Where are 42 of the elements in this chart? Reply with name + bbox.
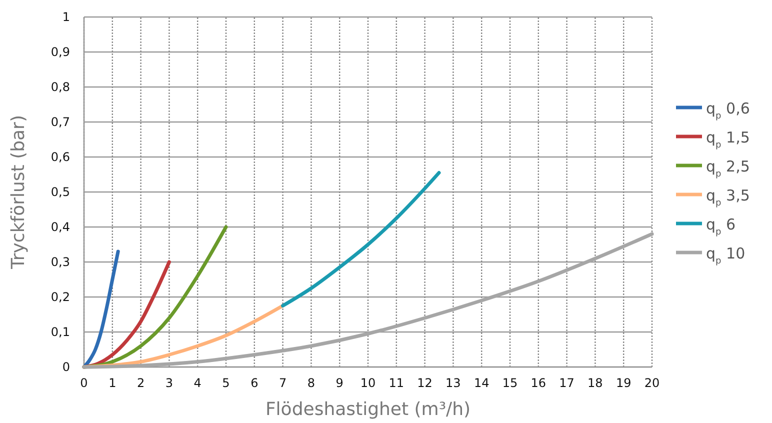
legend-label: q$_{p}$ 10 — [706, 244, 746, 266]
x-axis-title: Flödeshastighet (m³/h) — [265, 399, 471, 420]
legend-label: q$_{p}$ 1,5 — [706, 128, 750, 150]
line-series — [281, 171, 441, 308]
x-tick-label: 12 — [417, 376, 432, 390]
x-tick-label: 11 — [388, 376, 404, 390]
y-tick-label: 0,8 — [50, 80, 70, 94]
x-tick-label: 2 — [136, 376, 145, 390]
x-tick-label: 6 — [250, 376, 258, 390]
x-tick-label: 4 — [194, 376, 202, 390]
x-tick-label: 7 — [278, 376, 287, 390]
legend-label: q$_{p}$ 3,5 — [706, 186, 750, 208]
y-tick-label: 0,5 — [50, 185, 70, 199]
x-tick-label: 15 — [502, 376, 518, 390]
line-series — [82, 250, 120, 369]
x-tick-label: 9 — [336, 376, 344, 390]
legend-label: q$_{p}$ 0,6 — [706, 100, 750, 122]
x-tick-label: 3 — [165, 376, 174, 390]
x-tick-label: 14 — [474, 376, 490, 390]
y-tick-label: 1 — [62, 10, 70, 24]
x-tick-label: 19 — [616, 376, 632, 390]
x-tick-label: 5 — [222, 376, 230, 390]
y-tick-label: 0,9 — [50, 45, 70, 59]
x-tick-label: 20 — [644, 376, 660, 390]
x-tick-label: 10 — [360, 376, 376, 390]
x-tick-label: 1 — [108, 376, 116, 390]
y-tick-label: 0,3 — [50, 255, 70, 269]
y-tick-label: 0,7 — [50, 115, 70, 129]
legend-label: q$_{p}$ 6 — [706, 216, 736, 238]
y-tick-label: 0,2 — [50, 290, 70, 304]
x-tick-label: 16 — [530, 376, 546, 390]
x-tick-label: 18 — [588, 376, 603, 390]
y-tick-label: 0,6 — [50, 150, 70, 164]
y-axis-title: Tryckförlust (bar) — [8, 115, 29, 270]
x-tick-label: 17 — [559, 376, 574, 390]
y-tick-label: 0 — [62, 360, 70, 374]
x-tick-label: 0 — [80, 376, 88, 390]
y-tick-label: 0,4 — [50, 220, 70, 234]
x-tick-label: 13 — [446, 376, 461, 390]
y-tick-label: 0,1 — [50, 325, 70, 339]
x-tick-label: 8 — [307, 376, 316, 390]
legend-label: q$_{p}$ 2,5 — [706, 158, 750, 180]
